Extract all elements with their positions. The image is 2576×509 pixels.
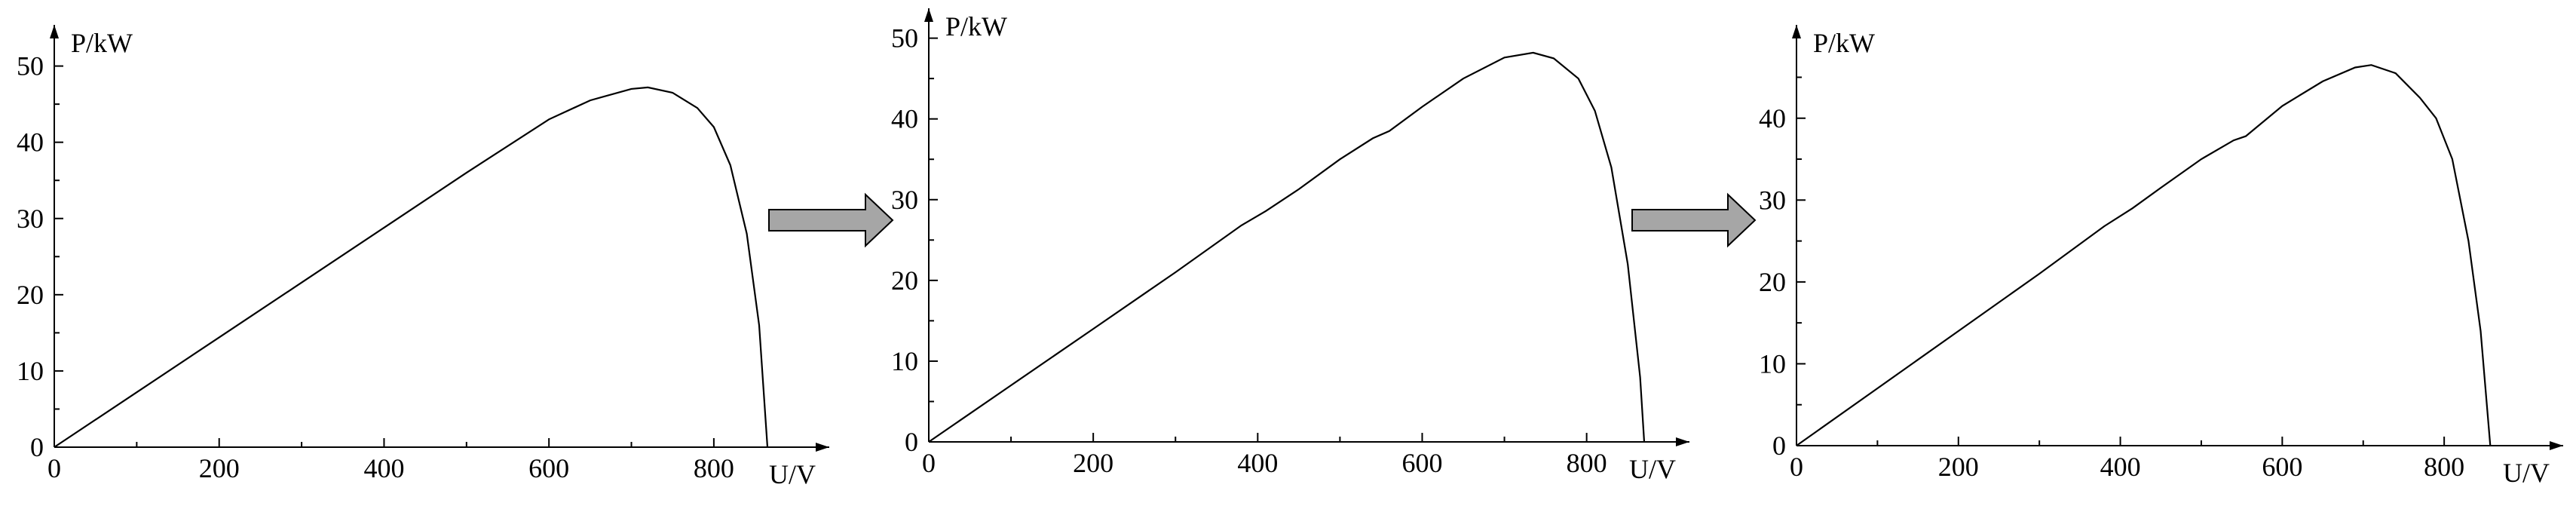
y-tick-label: 20 (1759, 267, 1786, 297)
x-axis-arrow (816, 443, 829, 452)
y-tick-label: 40 (891, 104, 918, 134)
power-curve (1796, 64, 2492, 446)
y-axis-label: P/kW (1813, 28, 1875, 58)
y-tick-label: 20 (891, 265, 918, 296)
y-tick-label: 40 (17, 127, 44, 158)
y-tick-label: 40 (1759, 103, 1786, 133)
x-axis-arrow (2550, 441, 2563, 450)
y-axis-label: P/kW (71, 28, 133, 58)
flow-arrow (1631, 192, 1757, 248)
flow-arrow (768, 192, 894, 248)
y-tick-label: 20 (17, 280, 44, 310)
x-tick-label: 0 (922, 448, 936, 478)
x-tick-label: 600 (528, 453, 569, 483)
y-tick-label: 0 (1772, 431, 1786, 461)
y-axis-arrow (924, 8, 933, 22)
power-curve (54, 86, 769, 448)
x-tick-label: 0 (1790, 452, 1803, 482)
y-tick-label: 50 (17, 51, 44, 81)
x-axis-label: U/V (1629, 454, 1676, 484)
y-tick-label: 10 (891, 346, 918, 376)
x-tick-label: 600 (1401, 448, 1442, 478)
power-curve (928, 51, 1646, 443)
x-tick-label: 400 (1237, 448, 1278, 478)
x-tick-label: 600 (2262, 452, 2302, 482)
y-tick-label: 30 (17, 204, 44, 234)
y-axis-label: P/kW (945, 11, 1007, 41)
y-axis-arrow (50, 25, 59, 38)
x-tick-label: 0 (47, 453, 61, 483)
y-tick-label: 50 (891, 23, 918, 54)
y-tick-label: 0 (30, 432, 44, 462)
x-axis-arrow (1676, 437, 1689, 446)
y-axis-arrow (1792, 25, 1801, 38)
x-tick-label: 400 (363, 453, 404, 483)
x-tick-label: 200 (1938, 452, 1979, 482)
x-tick-label: 200 (199, 453, 240, 483)
x-tick-label: 200 (1073, 448, 1113, 478)
x-tick-label: 800 (1567, 448, 1607, 478)
x-tick-label: 400 (2100, 452, 2141, 482)
x-tick-label: 800 (2424, 452, 2464, 482)
x-axis-label: U/V (769, 459, 816, 489)
y-tick-label: 10 (1759, 348, 1786, 379)
x-axis-label: U/V (2503, 458, 2550, 488)
y-tick-label: 30 (1759, 185, 1786, 215)
y-tick-label: 0 (905, 427, 918, 457)
y-tick-label: 30 (891, 185, 918, 215)
x-tick-label: 800 (694, 453, 734, 483)
y-tick-label: 10 (17, 356, 44, 386)
